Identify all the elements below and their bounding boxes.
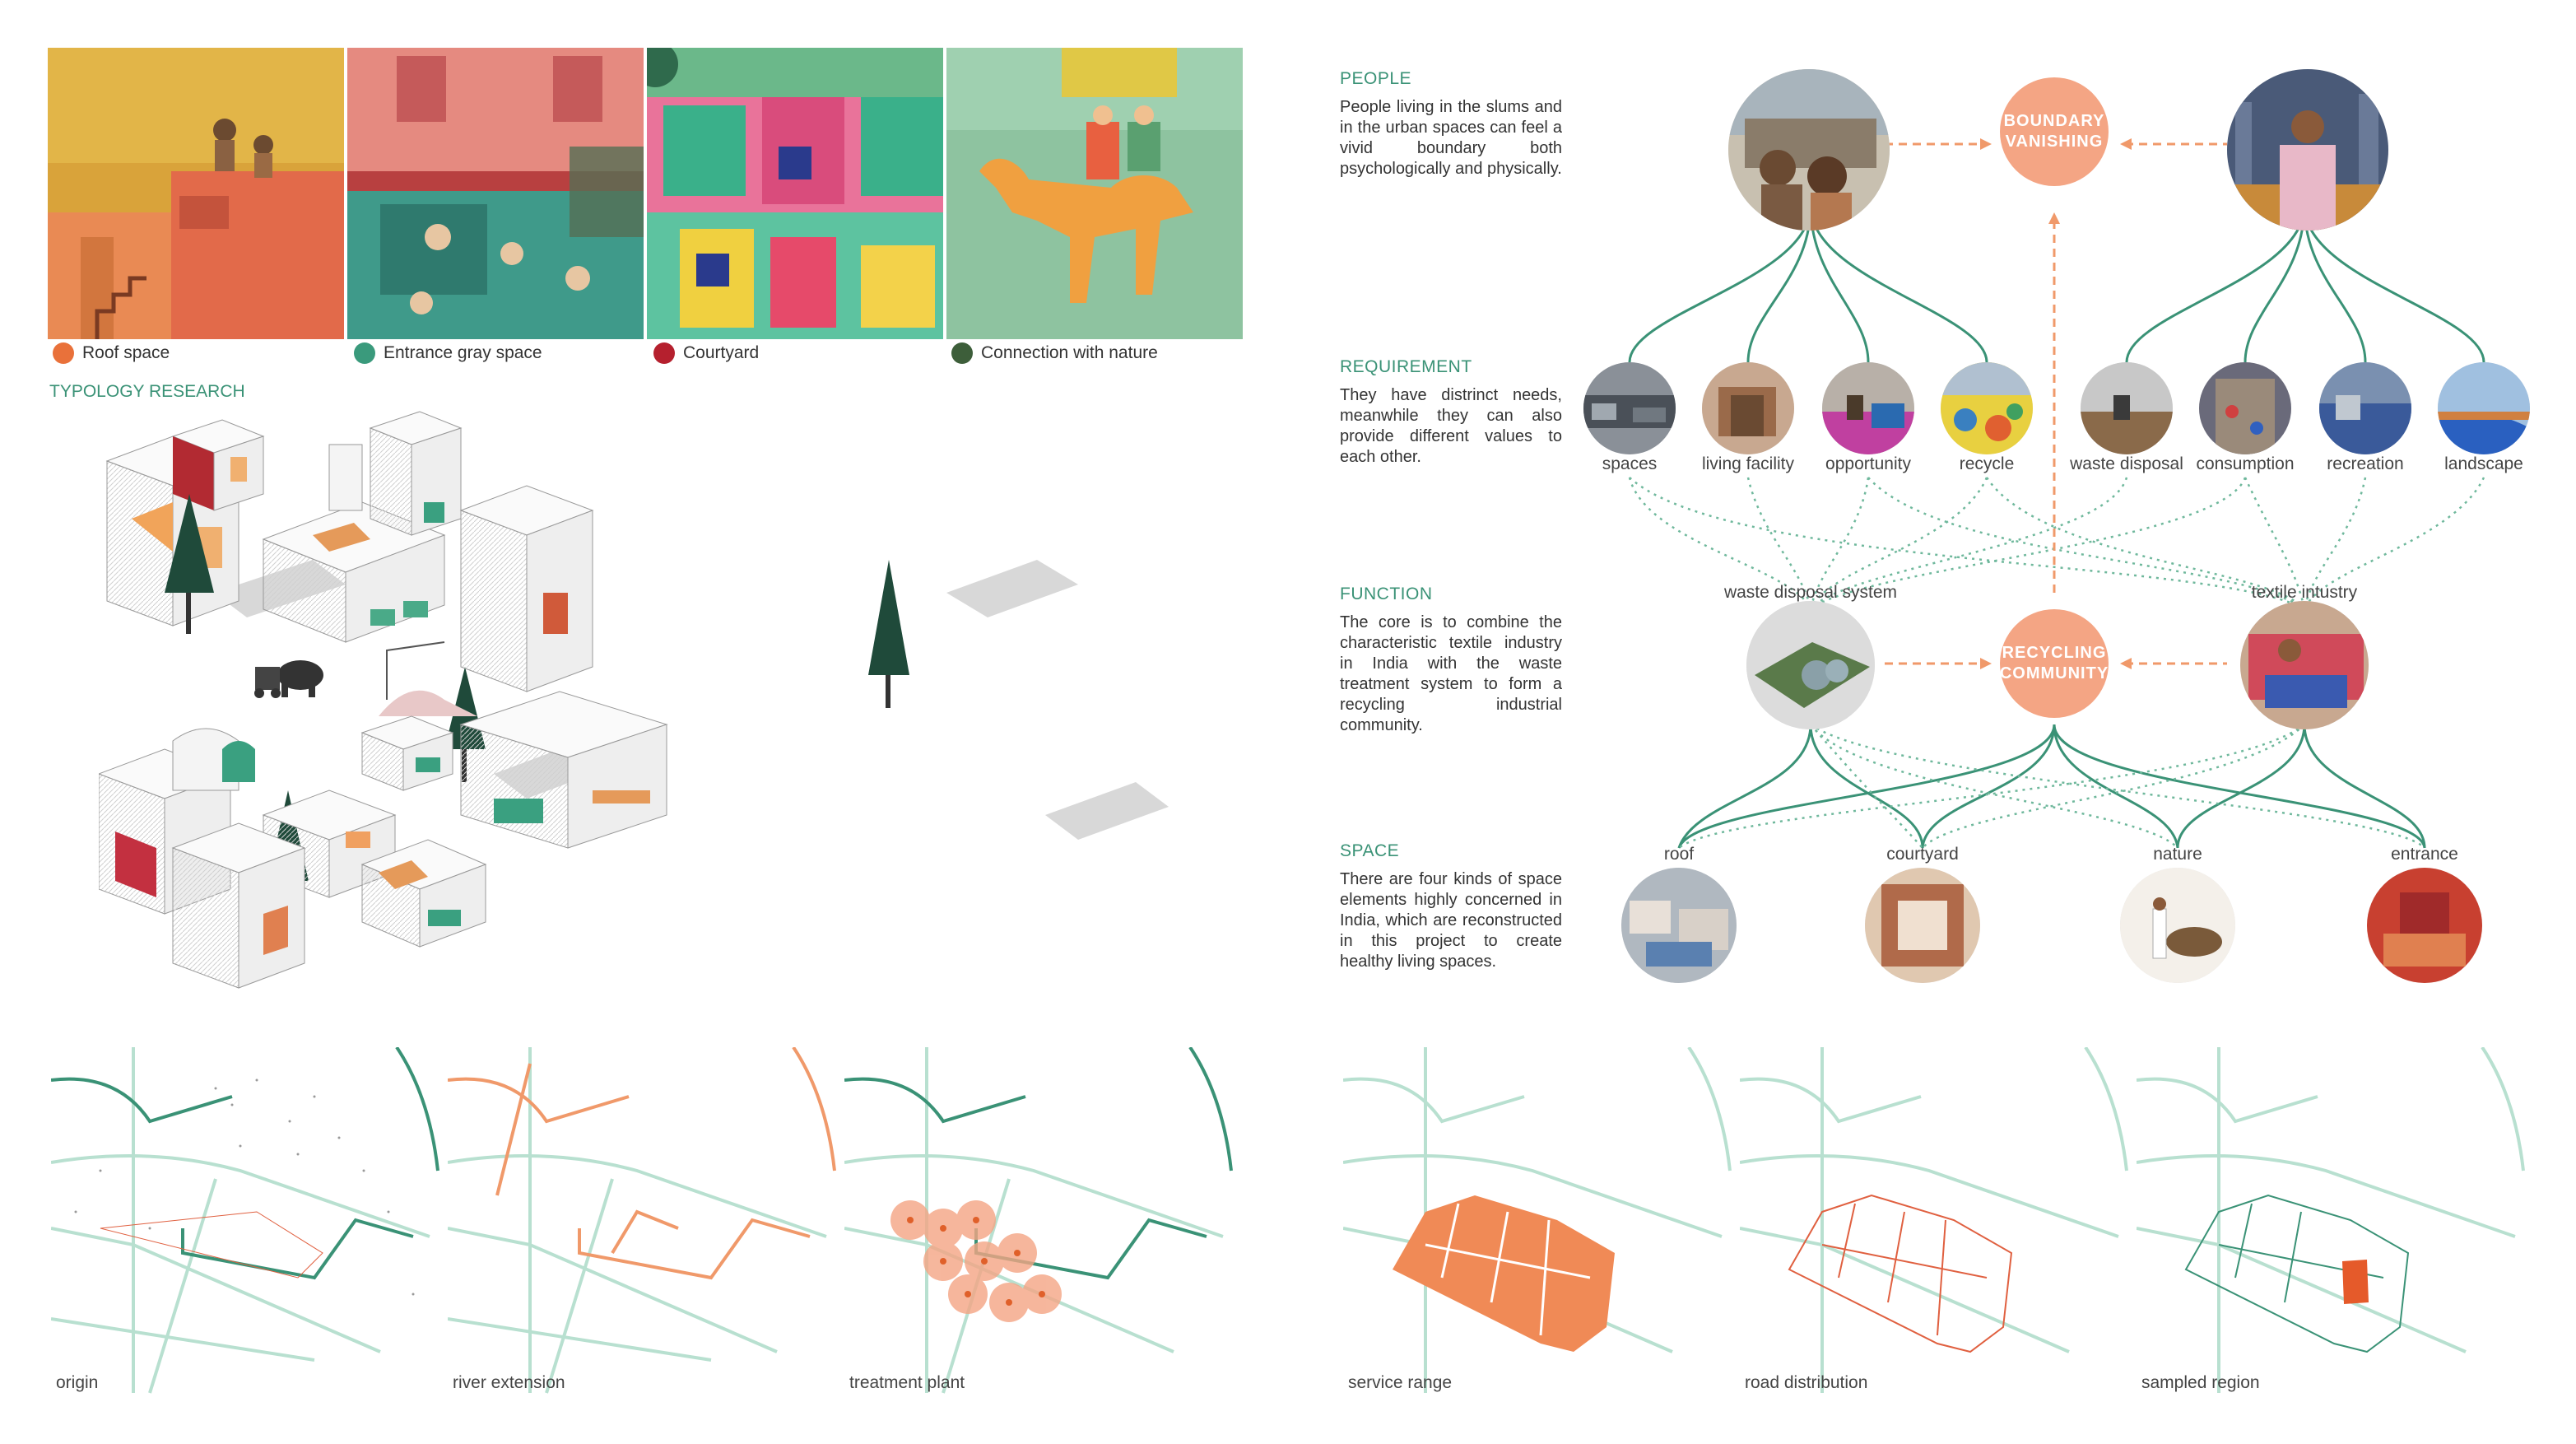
need-label-landscape: landscape <box>2444 454 2523 473</box>
map-label-treatment-plant: treatment plant <box>849 1373 965 1392</box>
system-label-textile: textile intustry <box>2251 583 2358 602</box>
need-label-recycle: recycle <box>1959 454 2015 473</box>
need-living-facility-photo <box>1702 362 1794 454</box>
map-label-sampled-region: sampled region <box>2141 1373 2260 1392</box>
need-landscape-photo <box>2438 362 2530 454</box>
space-title: SPACE <box>1340 841 1400 860</box>
map-label-road-distribution: road distribution <box>1745 1373 1868 1392</box>
function-body: The core is to combine the characteristi… <box>1340 613 1562 734</box>
legend-connection-with-nature: Connection with nature <box>951 339 1158 367</box>
space-label-courtyard: courtyard <box>1886 845 1959 864</box>
need-label-recreation: recreation <box>2327 454 2404 473</box>
painting-entrance-gray-space <box>347 48 644 339</box>
map-service-range: service range <box>1343 1047 1732 1396</box>
space-courtyard-photo <box>1865 868 1980 983</box>
people-body: People living in the slums and in the ur… <box>1340 98 1562 178</box>
need-consumption-photo <box>2199 362 2291 454</box>
need-label-waste-disposal: waste disposal <box>2070 454 2183 473</box>
map-road-distribution: road distribution <box>1740 1047 2128 1396</box>
legend-entrance-gray-space: Entrance gray space <box>354 339 542 367</box>
legend-dot-icon <box>653 342 675 364</box>
legend-dot-icon <box>53 342 74 364</box>
function-title: FUNCTION <box>1340 585 1433 603</box>
space-body: There are four kinds of space elements h… <box>1340 870 1562 971</box>
requirement-title: REQUIREMENT <box>1340 357 1472 376</box>
typology-isometric-drawings <box>97 403 1193 1004</box>
need-spaces-photo <box>1583 362 1676 454</box>
legend-label: Entrance gray space <box>384 343 542 362</box>
people-slum-photo <box>1728 69 1890 231</box>
space-label-roof: roof <box>1663 845 1695 864</box>
people-urban-photo <box>2227 69 2388 231</box>
typology-title: TYPOLOGY RESEARCH <box>49 382 245 401</box>
map-sampled-region: sampled region <box>2137 1047 2525 1396</box>
need-label-living-facility: living facility <box>1701 454 1795 473</box>
boundary-line1: BOUNDARY <box>2003 112 2105 130</box>
need-recycle-photo <box>1941 362 2033 454</box>
recycling-community-bubble: RECYCLING COMMUNITY <box>2000 609 2109 718</box>
legend-label: Roof space <box>82 343 170 362</box>
need-recreation-photo <box>2319 362 2411 454</box>
space-label-entrance: entrance <box>2391 845 2458 864</box>
need-waste-disposal-photo <box>2081 362 2173 454</box>
need-label-consumption: consumption <box>2196 454 2295 473</box>
boundary-line2: VANISHING <box>2005 133 2104 151</box>
map-origin: origin <box>51 1047 439 1396</box>
recycling-line1: RECYCLING <box>2002 644 2107 662</box>
space-roof-photo <box>1621 868 1737 983</box>
need-label-opportunity: opportunity <box>1825 454 1911 473</box>
waste-disposal-system-photo <box>1746 601 1875 729</box>
system-label-waste-disposal: waste disposal system <box>1723 583 1898 602</box>
map-label-river-extension: river extension <box>453 1373 565 1392</box>
legend-dot-icon <box>951 342 973 364</box>
boundary-vanishing-bubble: BOUNDARY VANISHING <box>2000 77 2109 186</box>
map-label-origin: origin <box>56 1373 99 1392</box>
painting-courtyard <box>647 48 943 339</box>
legend-label: Courtyard <box>683 343 760 362</box>
textile-industry-photo <box>2240 601 2369 729</box>
people-title: PEOPLE <box>1340 69 1412 88</box>
recycling-line2: COMMUNITY <box>1999 664 2109 682</box>
map-river-extension: river extension <box>448 1047 836 1396</box>
painting-roof-space <box>48 48 344 339</box>
space-entrance-photo <box>2367 868 2482 983</box>
legend-label: Connection with nature <box>981 343 1158 362</box>
legend-dot-icon <box>354 342 375 364</box>
need-opportunity-photo <box>1822 362 1914 454</box>
requirement-body: They have distrinct needs, meanwhile the… <box>1340 386 1562 466</box>
painting-connection-with-nature <box>946 48 1243 339</box>
legend-roof-space: Roof space <box>53 339 170 367</box>
map-treatment-plant: treatment plant <box>844 1047 1233 1396</box>
legend-courtyard: Courtyard <box>653 339 759 367</box>
space-nature-photo <box>2120 868 2235 983</box>
map-label-service-range: service range <box>1348 1373 1453 1392</box>
space-label-nature: nature <box>2153 845 2202 864</box>
need-label-spaces: spaces <box>1602 454 1658 473</box>
